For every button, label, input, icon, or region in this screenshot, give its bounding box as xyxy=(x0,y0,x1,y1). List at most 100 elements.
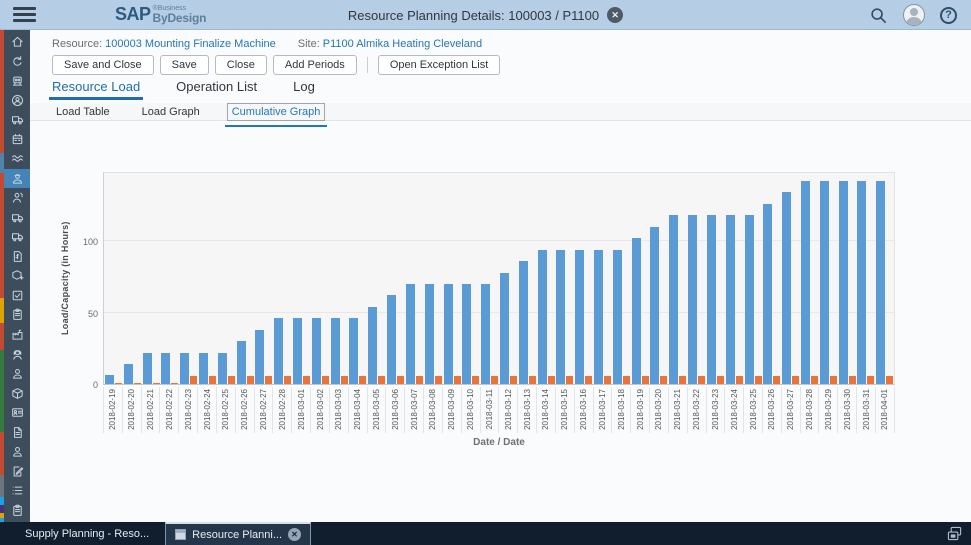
site-label: Site: xyxy=(297,38,320,50)
bar-group-2018-03-08 xyxy=(424,173,443,384)
calendar-icon xyxy=(11,133,24,146)
bar-capacity xyxy=(773,376,781,384)
bar-cumulative-load xyxy=(236,341,246,384)
x-tick-cell: 2018-03-12 xyxy=(499,387,519,433)
close-button[interactable]: Close xyxy=(214,55,267,75)
site-link[interactable]: P1100 Almika Heating Cleveland xyxy=(322,38,483,50)
sidebar-item-person[interactable] xyxy=(4,442,30,462)
bar-group-2018-03-07 xyxy=(405,173,424,384)
sidebar-item-machine[interactable] xyxy=(4,71,30,91)
sidebar-item-factory[interactable] xyxy=(4,325,30,345)
bar-group-2018-03-06 xyxy=(386,173,405,384)
sidebar-item-doc-edit[interactable] xyxy=(4,461,30,481)
x-tick-cell: 2018-03-28 xyxy=(801,387,820,433)
x-tick-label: 2018-03-31 xyxy=(861,389,871,430)
sidebar-item-home[interactable] xyxy=(4,32,30,52)
bar-group-2018-03-02 xyxy=(311,173,330,384)
x-tick-cell: 2018-02-24 xyxy=(198,387,217,433)
sidebar-item-truck[interactable] xyxy=(4,208,30,228)
tab-operation-list[interactable]: Operation List xyxy=(176,79,258,94)
sidebar-item-person[interactable] xyxy=(4,364,30,384)
x-tick-label: 2018-03-15 xyxy=(560,389,570,430)
x-tick-label: 2018-03-18 xyxy=(616,389,626,430)
subtab-load-graph[interactable]: Load Graph xyxy=(141,105,200,118)
bar-group-2018-02-26 xyxy=(236,173,255,384)
sidebar-item-calendar[interactable] xyxy=(4,130,30,150)
subtab-cumulative-graph[interactable]: Cumulative Graph xyxy=(224,102,328,127)
sidebar-item-id-card[interactable] xyxy=(4,403,30,423)
x-tick-cell: 2018-03-29 xyxy=(819,387,839,433)
x-tick-cell: 2018-03-05 xyxy=(368,387,387,433)
bar-group-2018-03-21 xyxy=(668,173,687,384)
sidebar-item-doc[interactable] xyxy=(4,422,30,442)
box-plus-icon xyxy=(11,269,24,282)
sidebar-item-checklist[interactable] xyxy=(4,286,30,306)
sidebar-item-truck[interactable] xyxy=(4,227,30,247)
sidebar-item-person-headset[interactable] xyxy=(4,344,30,364)
menu-icon[interactable] xyxy=(13,7,36,23)
bar-capacity xyxy=(359,376,367,384)
x-tick-cell: 2018-03-24 xyxy=(725,387,745,433)
x-tick-cell: 2018-03-26 xyxy=(763,387,782,433)
open-exception-list-button[interactable]: Open Exception List xyxy=(377,55,501,75)
windows-stack-icon[interactable] xyxy=(947,522,962,545)
taskbar: Supply Planning - Reso... Resource Plann… xyxy=(0,522,971,545)
x-tick-label: 2018-03-17 xyxy=(597,389,607,430)
home-icon xyxy=(11,35,24,48)
x-tick-cell: 2018-03-23 xyxy=(707,387,726,433)
bar-group-2018-04-01 xyxy=(875,173,894,384)
bar-cumulative-load xyxy=(368,306,378,384)
sidebar-item-person-circle[interactable] xyxy=(4,91,30,111)
taskbar-app-supply-planning[interactable]: Supply Planning - Reso... xyxy=(25,527,150,540)
x-tick-label: 2018-02-24 xyxy=(202,389,212,430)
taskbar-tab-resource-planning[interactable]: Resource Planni... ✕ xyxy=(165,522,312,545)
close-icon[interactable]: ✕ xyxy=(607,7,624,23)
resource-link[interactable]: 100003 Mounting Finalize Machine xyxy=(105,38,276,50)
taskbar-tab-close-icon[interactable]: ✕ xyxy=(288,528,302,541)
sidebar-item-waves[interactable] xyxy=(4,149,30,169)
bar-group-2018-03-28 xyxy=(800,173,819,384)
add-periods-button[interactable]: Add Periods xyxy=(272,55,357,75)
save-button[interactable]: Save xyxy=(159,55,209,75)
subtab-load-table[interactable]: Load Table xyxy=(56,105,110,118)
sidebar-item-refresh[interactable] xyxy=(4,52,30,72)
tab-log[interactable]: Log xyxy=(293,79,315,94)
sidebar-item-box-plus[interactable] xyxy=(4,266,30,286)
x-tick-label: 2018-03-19 xyxy=(635,389,645,430)
x-tick-cell: 2018-03-06 xyxy=(386,387,406,433)
x-tick-label: 2018-02-21 xyxy=(146,389,156,430)
x-tick-label: 2018-02-19 xyxy=(108,389,118,430)
title-bar: Resource Planning Details: 100003 / P110… xyxy=(0,0,971,30)
bar-group-2018-03-27 xyxy=(781,173,800,384)
sidebar-item-box[interactable] xyxy=(4,383,30,403)
button-divider xyxy=(366,57,368,73)
x-tick-cell: 2018-03-31 xyxy=(857,387,876,433)
sidebar-item-clipboard[interactable] xyxy=(4,500,30,520)
save-and-close-button[interactable]: Save and Close xyxy=(52,55,154,75)
sidebar-item-truck[interactable] xyxy=(4,110,30,130)
topbar: SAP ®Business ByDesign Resource Planning… xyxy=(0,0,971,30)
bar-capacity xyxy=(284,376,292,384)
sidebar-item-doc-money[interactable] xyxy=(4,247,30,267)
bar-capacity xyxy=(114,383,122,384)
bar-capacity xyxy=(698,376,706,384)
help-icon[interactable]: ? xyxy=(940,6,957,24)
bar-cumulative-load xyxy=(424,283,434,384)
bar-capacity xyxy=(660,376,668,384)
bar-group-2018-03-25 xyxy=(744,173,763,384)
tab-resource-load[interactable]: Resource Load xyxy=(48,79,144,100)
x-tick-cell: 2018-03-07 xyxy=(405,387,425,433)
x-tick-label: 2018-02-26 xyxy=(240,389,250,430)
bar-cumulative-load xyxy=(612,249,622,384)
search-icon[interactable] xyxy=(869,6,888,25)
sidebar-item-clipboard[interactable] xyxy=(4,305,30,325)
bar-cumulative-load xyxy=(161,352,171,384)
sidebar-item-person-hat[interactable] xyxy=(4,168,30,189)
id-card-icon xyxy=(11,406,24,419)
x-tick-label: 2018-03-12 xyxy=(503,389,513,430)
x-tick-label: 2018-02-20 xyxy=(127,389,137,430)
sidebar-item-list[interactable] xyxy=(4,481,30,501)
user-avatar[interactable] xyxy=(903,4,925,26)
bar-cumulative-load xyxy=(688,215,698,384)
sidebar-item-person-bell[interactable] xyxy=(4,188,30,208)
